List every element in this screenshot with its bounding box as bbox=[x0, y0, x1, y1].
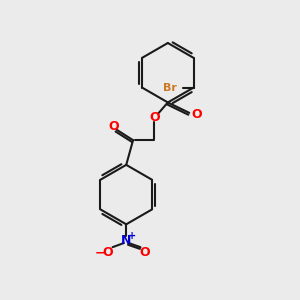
Text: −: − bbox=[94, 246, 105, 259]
Text: O: O bbox=[192, 108, 202, 121]
Text: O: O bbox=[108, 120, 119, 133]
Text: O: O bbox=[103, 246, 113, 259]
Text: Br: Br bbox=[164, 82, 177, 93]
Text: N: N bbox=[121, 234, 131, 247]
Text: O: O bbox=[139, 246, 150, 259]
Text: +: + bbox=[128, 231, 136, 241]
Text: O: O bbox=[149, 111, 160, 124]
